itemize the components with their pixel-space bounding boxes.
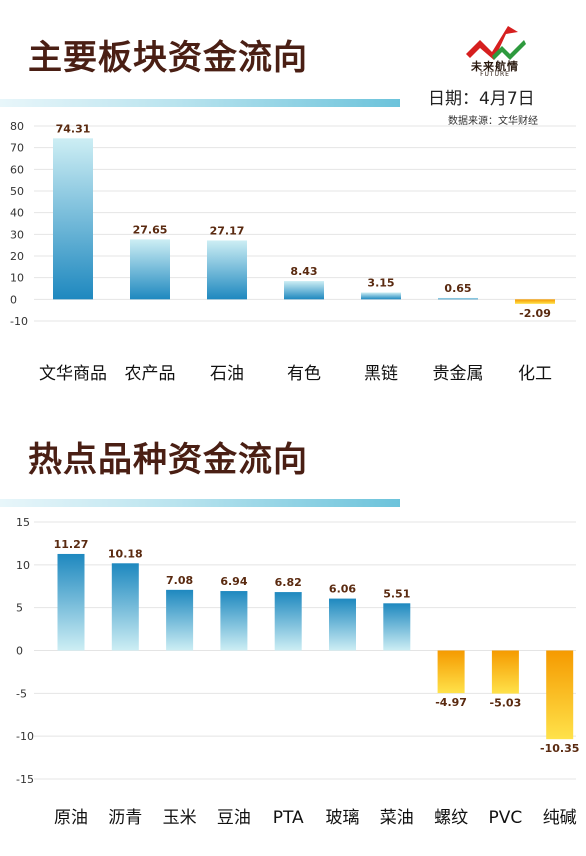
bar (207, 240, 247, 300)
data-label: 0.65 (444, 282, 471, 295)
data-label: 3.15 (367, 277, 394, 290)
bar (53, 138, 93, 300)
data-label: 11.27 (54, 538, 89, 551)
data-label: 7.08 (166, 574, 193, 587)
y-tick-label: 0 (16, 645, 23, 658)
sector-flow-title: 主要板块资金流向 (28, 38, 308, 78)
data-label: 74.31 (56, 122, 91, 135)
x-tick-label: PVC (489, 808, 523, 828)
y-tick-label: 5 (16, 602, 23, 615)
bar (329, 598, 356, 651)
y-tick-label: 50 (10, 185, 24, 198)
commodity-flow-title: 热点品种资金流向 (28, 440, 308, 480)
data-label: 27.17 (210, 224, 245, 237)
y-tick-label: 0 (10, 293, 17, 306)
x-tick-label: 纯碱 (543, 808, 577, 828)
x-tick-label: 玻璃 (326, 808, 360, 828)
data-label: 6.94 (220, 575, 247, 588)
bar (438, 297, 478, 300)
bar (220, 591, 248, 651)
y-tick-label: 80 (10, 120, 24, 133)
y-tick-label: 70 (10, 142, 24, 155)
x-tick-label: 石油 (210, 364, 244, 384)
bar (274, 592, 302, 651)
bar (546, 650, 574, 740)
data-label: -4.97 (435, 696, 467, 709)
bar (437, 650, 465, 694)
x-tick-label: 豆油 (217, 808, 251, 828)
y-tick-label: -5 (16, 687, 27, 700)
bar (57, 553, 85, 651)
future-logo-icon (466, 26, 526, 60)
title-underline-band (0, 499, 400, 507)
data-label: -5.03 (490, 697, 522, 710)
data-label: -10.35 (540, 742, 579, 755)
data-source-label: 数据来源：文华财经 (448, 116, 538, 127)
data-label: 5.51 (383, 587, 410, 600)
bar (383, 603, 411, 651)
y-tick-label: -10 (16, 730, 34, 743)
y-tick-label: 20 (10, 250, 24, 263)
data-label: 6.82 (275, 576, 302, 589)
data-label: 10.18 (108, 547, 143, 560)
x-tick-label: 黑链 (364, 364, 398, 384)
y-tick-label: -10 (10, 315, 28, 328)
x-tick-label: 贵金属 (433, 364, 484, 384)
x-tick-label: PTA (273, 808, 304, 828)
y-tick-label: 60 (10, 163, 24, 176)
x-tick-label: 菜油 (380, 808, 414, 828)
x-tick-label: 农产品 (125, 364, 176, 384)
x-tick-label: 原油 (54, 808, 88, 828)
bar (111, 563, 139, 651)
x-tick-label: 化工 (518, 364, 552, 384)
bar (130, 239, 170, 300)
logo-subtext: FUTURE (480, 71, 510, 78)
data-label: 6.06 (329, 583, 356, 596)
y-tick-label: 15 (16, 516, 30, 529)
bar (515, 299, 555, 304)
data-label: -2.09 (519, 307, 551, 320)
x-tick-label: 螺纹 (434, 808, 468, 828)
bar (166, 589, 194, 651)
x-tick-label: 玉米 (163, 808, 197, 828)
bar (361, 292, 401, 300)
sector-flow-chart: 80 70 60 50 40 30 20 10 0 -10 74.31 文华商品 27.65 农产品 27.… (10, 120, 576, 384)
title-underline-band (0, 99, 400, 107)
y-tick-label: 40 (10, 207, 24, 220)
y-tick-label: 10 (10, 272, 24, 285)
y-tick-label: 10 (16, 559, 30, 572)
bar (491, 650, 519, 694)
date-label: 日期：4月7日 (428, 89, 535, 109)
x-tick-label: 沥青 (108, 808, 142, 828)
bar (284, 281, 324, 300)
y-tick-label: 30 (10, 228, 24, 241)
y-tick-label: -15 (16, 773, 34, 786)
logo-text: 未来航情 (471, 60, 519, 73)
data-label: 8.43 (290, 265, 317, 278)
data-label: 27.65 (133, 223, 168, 236)
x-tick-label: 有色 (287, 364, 321, 384)
x-tick-label: 文华商品 (39, 364, 107, 384)
